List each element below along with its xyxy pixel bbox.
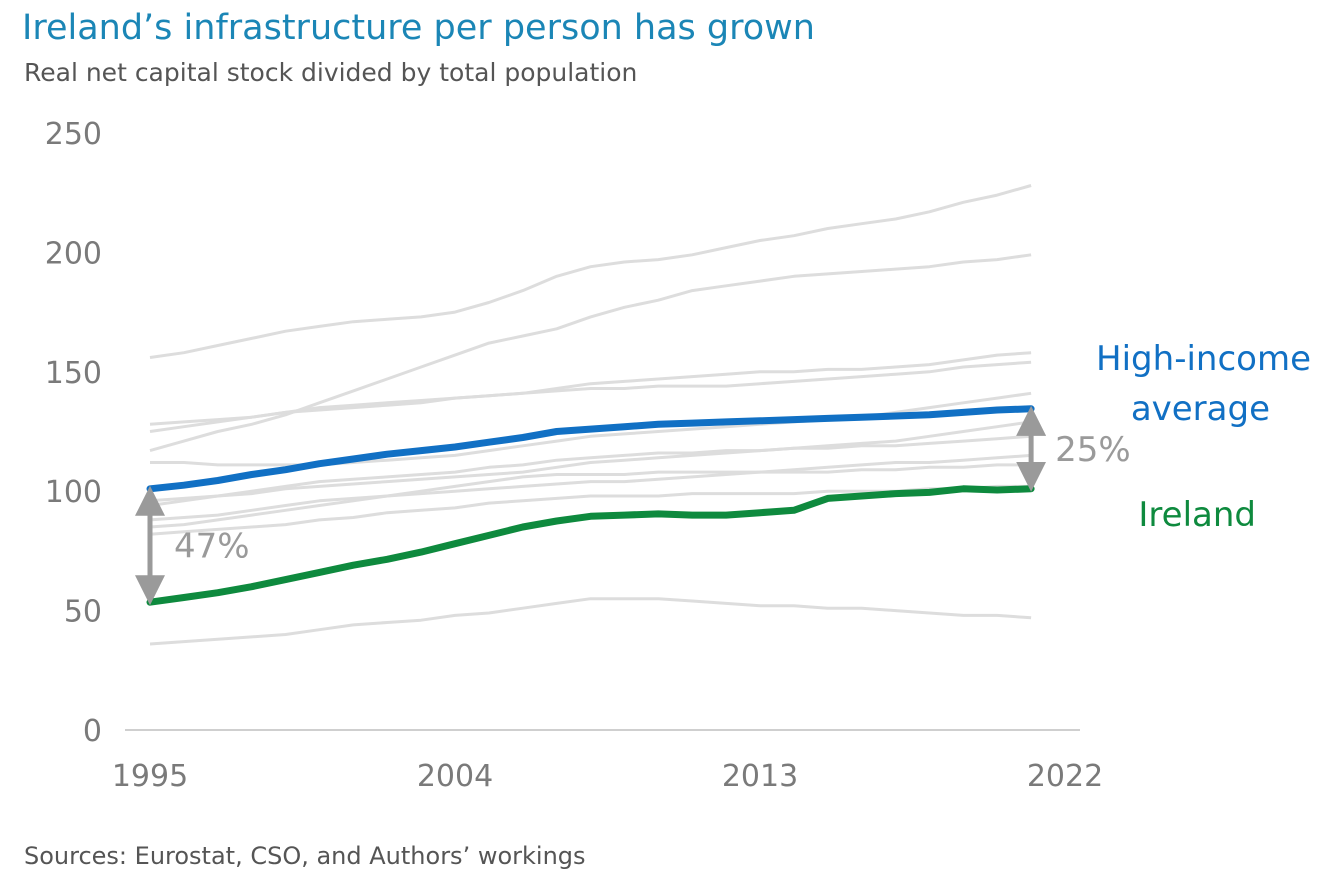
ireland-label: Ireland [1138, 495, 1256, 535]
x-tick-label: 2004 [417, 759, 493, 794]
high-income-label-line1: High-income [1096, 339, 1311, 379]
y-tick-label: 150 [45, 356, 102, 391]
gap-label: 47% [174, 527, 250, 567]
highlight-lines [146, 405, 1035, 606]
context-series-line-1 [149, 184, 1032, 359]
chart-subtitle: Real net capital stock divided by total … [24, 58, 638, 87]
context-series-line-11 [149, 597, 1032, 646]
high-income-series-line [146, 405, 1035, 493]
high-income-label-line2: average [1131, 389, 1270, 429]
y-tick-label: 200 [45, 236, 102, 271]
x-tick-label: 2013 [722, 759, 798, 794]
gap-annotations: 47% 25% [135, 405, 1131, 606]
y-tick-label: 250 [45, 117, 102, 152]
context-series-line-4 [149, 360, 1032, 433]
context-series-line-6 [149, 420, 1032, 503]
chart-title: Ireland’s infrastructure per person has … [22, 8, 815, 48]
chart-axes: 0 50 100 150 200 250 1995 2004 2013 2022 [45, 117, 1103, 794]
ireland-series-line [146, 485, 1035, 606]
context-series-line-2 [149, 253, 1032, 453]
context-series-line-9 [149, 463, 1032, 529]
context-series-line-7 [149, 434, 1032, 507]
source-note: Sources: Eurostat, CSO, and Authors’ wor… [24, 842, 586, 870]
y-tick-label: 0 [83, 714, 102, 749]
y-tick-label: 50 [64, 595, 102, 630]
series-labels: High-income average Ireland [1096, 339, 1311, 535]
x-tick-label: 2022 [1027, 759, 1103, 794]
x-tick-label: 1995 [112, 759, 188, 794]
context-series-line-8 [149, 453, 1032, 522]
gap-label: 25% [1055, 430, 1131, 470]
y-tick-label: 100 [45, 475, 102, 510]
